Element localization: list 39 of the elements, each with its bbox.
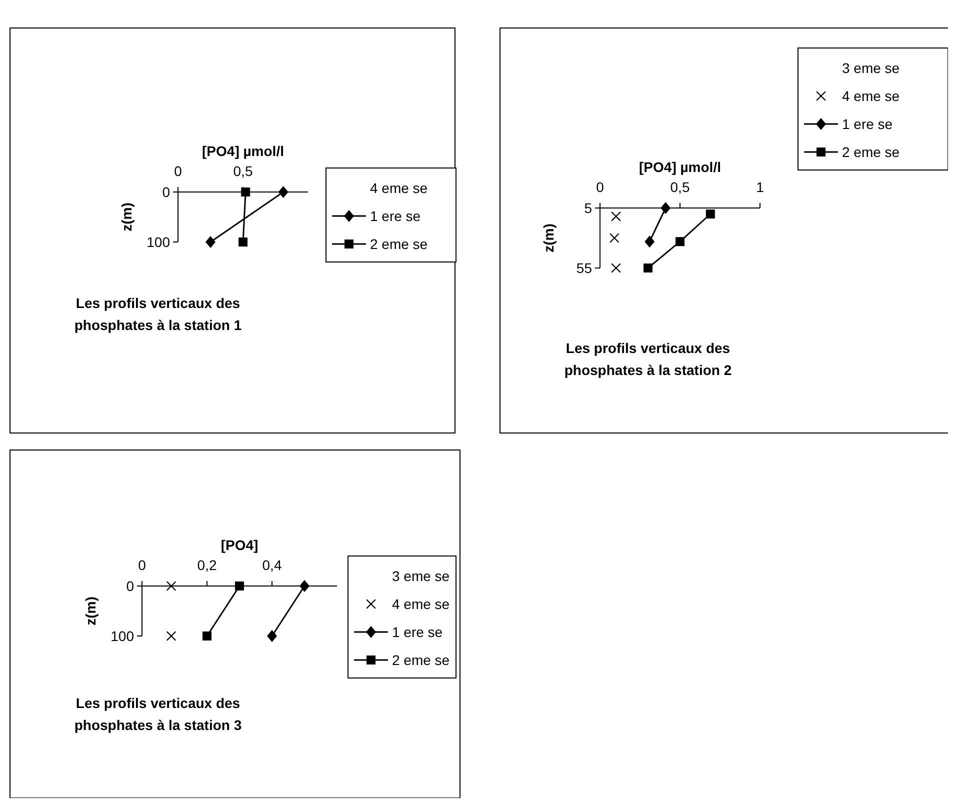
y-tick-label: 100 [110,628,134,644]
legend-label: 2 eme se [842,144,900,160]
y-tick-label: 5 [584,200,592,216]
x-tick-label: 0,4 [262,557,282,573]
y-axis-title: z(m) [540,224,557,252]
y-axis-title: z(m) [82,596,99,626]
text: Les profils verticaux des phosphates à la station 3 [74,695,242,733]
point [660,202,671,214]
x-tick-label: 1 [756,179,764,195]
legend-label: 4 eme se [842,88,900,104]
x-tick-label: 0 [138,557,146,573]
x-tick-label: 0,2 [197,557,217,573]
legend-label: 2 eme se [370,236,428,252]
point [706,210,715,218]
x-axis-title: [PO4] [220,537,258,553]
x-tick-label: 0 [596,179,604,195]
y-tick-label: 55 [576,260,592,276]
x-axis-title: [PO4] µmol/l [202,143,284,159]
point [610,233,620,243]
x-tick-label: 0,5 [233,163,253,179]
point [644,236,655,248]
legend-label: 4 eme se [370,180,428,196]
legend-label: 2 eme se [392,652,450,668]
x-axis-title: [PO4] µmol/l [639,159,721,175]
point [611,263,621,273]
point [611,212,621,222]
legend-label: 4 eme se [392,596,450,612]
legend-label: 1 ere se [842,116,893,132]
legend-label: 3 eme se [392,568,450,584]
point [644,264,652,272]
legend-label: 3 eme se [842,60,900,76]
y-tick-label: 100 [146,234,170,250]
legend-label: 1 ere se [370,208,421,224]
text: Les profils verticaux des phosphates à la station 2 [564,340,732,378]
x-tick-label: 0,5 [670,179,690,195]
y-axis-title: z(m) [118,202,135,232]
text: Les profils verticaux des phosphates à la station 1 [74,295,242,333]
legend-label: 1 ere se [392,624,443,640]
point [676,237,684,246]
